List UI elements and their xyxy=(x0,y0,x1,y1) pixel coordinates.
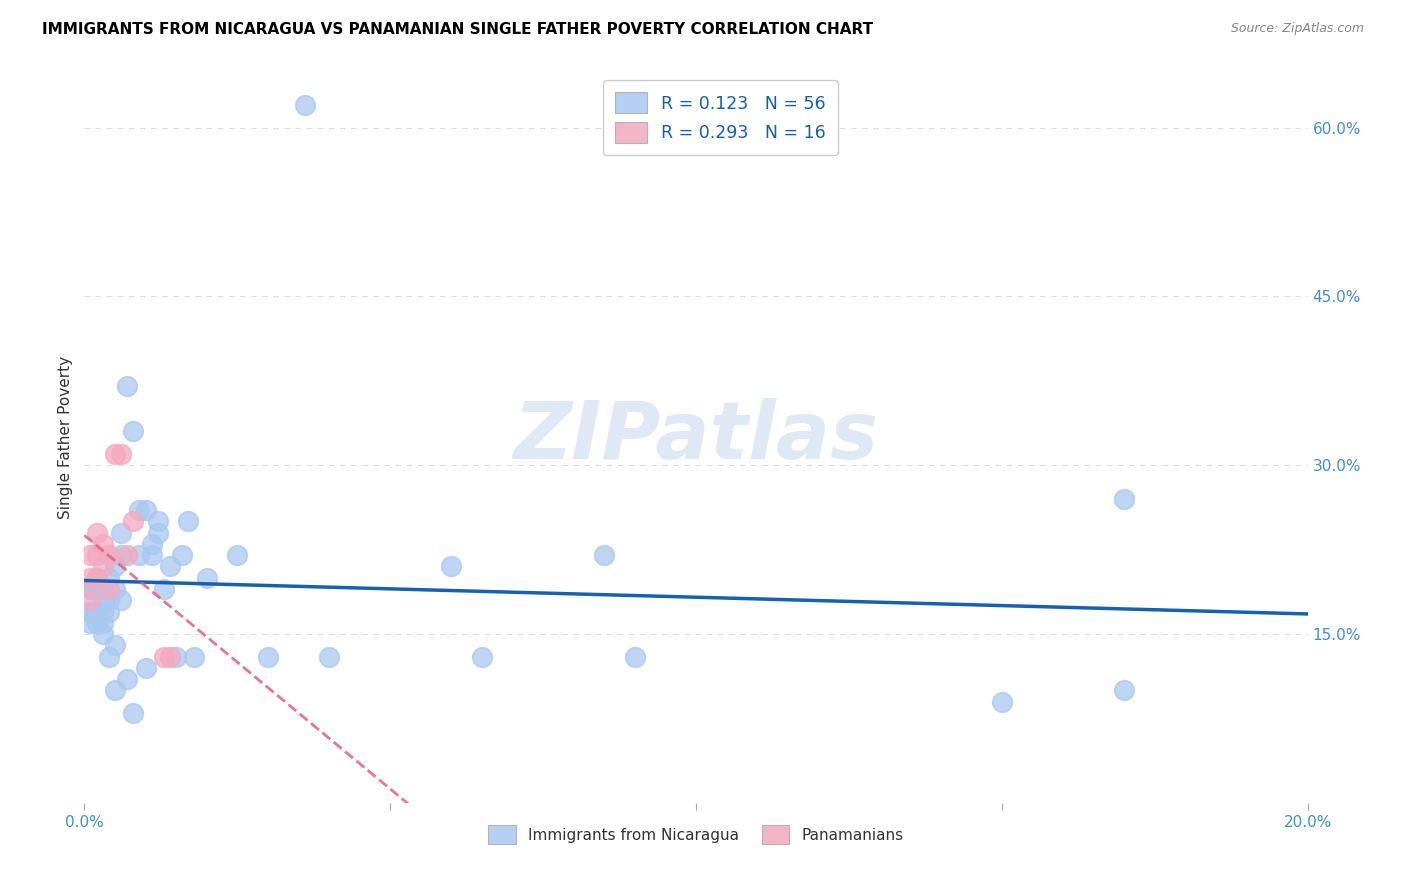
Point xyxy=(110,447,132,461)
Point xyxy=(122,425,145,439)
Point xyxy=(471,649,494,664)
Point xyxy=(440,559,463,574)
Point xyxy=(79,582,101,596)
Point xyxy=(86,548,108,562)
Point xyxy=(177,515,200,529)
Point xyxy=(1114,683,1136,698)
Point xyxy=(195,571,218,585)
Point xyxy=(91,605,114,619)
Point xyxy=(91,593,114,607)
Point xyxy=(79,582,101,596)
Point xyxy=(104,559,127,574)
Point xyxy=(79,548,101,562)
Point xyxy=(110,548,132,562)
Point xyxy=(153,649,176,664)
Point xyxy=(593,548,616,562)
Point xyxy=(86,525,108,540)
Point xyxy=(79,593,101,607)
Point xyxy=(86,605,108,619)
Point xyxy=(146,515,169,529)
Point xyxy=(153,582,176,596)
Point xyxy=(86,571,108,585)
Point xyxy=(110,525,132,540)
Legend: Immigrants from Nicaragua, Panamanians: Immigrants from Nicaragua, Panamanians xyxy=(482,819,910,850)
Point xyxy=(97,649,120,664)
Point xyxy=(97,548,120,562)
Point xyxy=(110,593,132,607)
Point xyxy=(97,571,120,585)
Point xyxy=(128,503,150,517)
Point xyxy=(159,559,181,574)
Point xyxy=(79,615,101,630)
Point xyxy=(226,548,249,562)
Point xyxy=(172,548,194,562)
Point xyxy=(135,661,157,675)
Text: ZIPatlas: ZIPatlas xyxy=(513,398,879,476)
Point xyxy=(991,694,1014,708)
Point xyxy=(79,605,101,619)
Point xyxy=(115,672,138,686)
Point xyxy=(115,548,138,562)
Point xyxy=(1114,491,1136,506)
Y-axis label: Single Father Poverty: Single Father Poverty xyxy=(58,356,73,518)
Point xyxy=(141,548,163,562)
Point xyxy=(146,525,169,540)
Point xyxy=(86,582,108,596)
Point xyxy=(86,615,108,630)
Point xyxy=(86,571,108,585)
Point xyxy=(128,548,150,562)
Text: IMMIGRANTS FROM NICARAGUA VS PANAMANIAN SINGLE FATHER POVERTY CORRELATION CHART: IMMIGRANTS FROM NICARAGUA VS PANAMANIAN … xyxy=(42,22,873,37)
Point xyxy=(91,582,114,596)
Point xyxy=(104,447,127,461)
Point xyxy=(97,593,120,607)
Point xyxy=(104,582,127,596)
Point xyxy=(97,605,120,619)
Point xyxy=(257,649,280,664)
Point xyxy=(624,649,647,664)
Point xyxy=(141,537,163,551)
Text: Source: ZipAtlas.com: Source: ZipAtlas.com xyxy=(1230,22,1364,36)
Point xyxy=(115,379,138,393)
Point xyxy=(91,559,114,574)
Point xyxy=(91,627,114,641)
Point xyxy=(79,605,101,619)
Point xyxy=(91,615,114,630)
Point xyxy=(318,649,340,664)
Point xyxy=(183,649,205,664)
Point xyxy=(97,582,120,596)
Point xyxy=(86,571,108,585)
Point xyxy=(165,649,187,664)
Point xyxy=(122,515,145,529)
Point xyxy=(91,537,114,551)
Point xyxy=(79,571,101,585)
Point xyxy=(159,649,181,664)
Point xyxy=(104,638,127,652)
Point xyxy=(135,503,157,517)
Point xyxy=(122,706,145,720)
Point xyxy=(104,683,127,698)
Point xyxy=(294,98,316,112)
